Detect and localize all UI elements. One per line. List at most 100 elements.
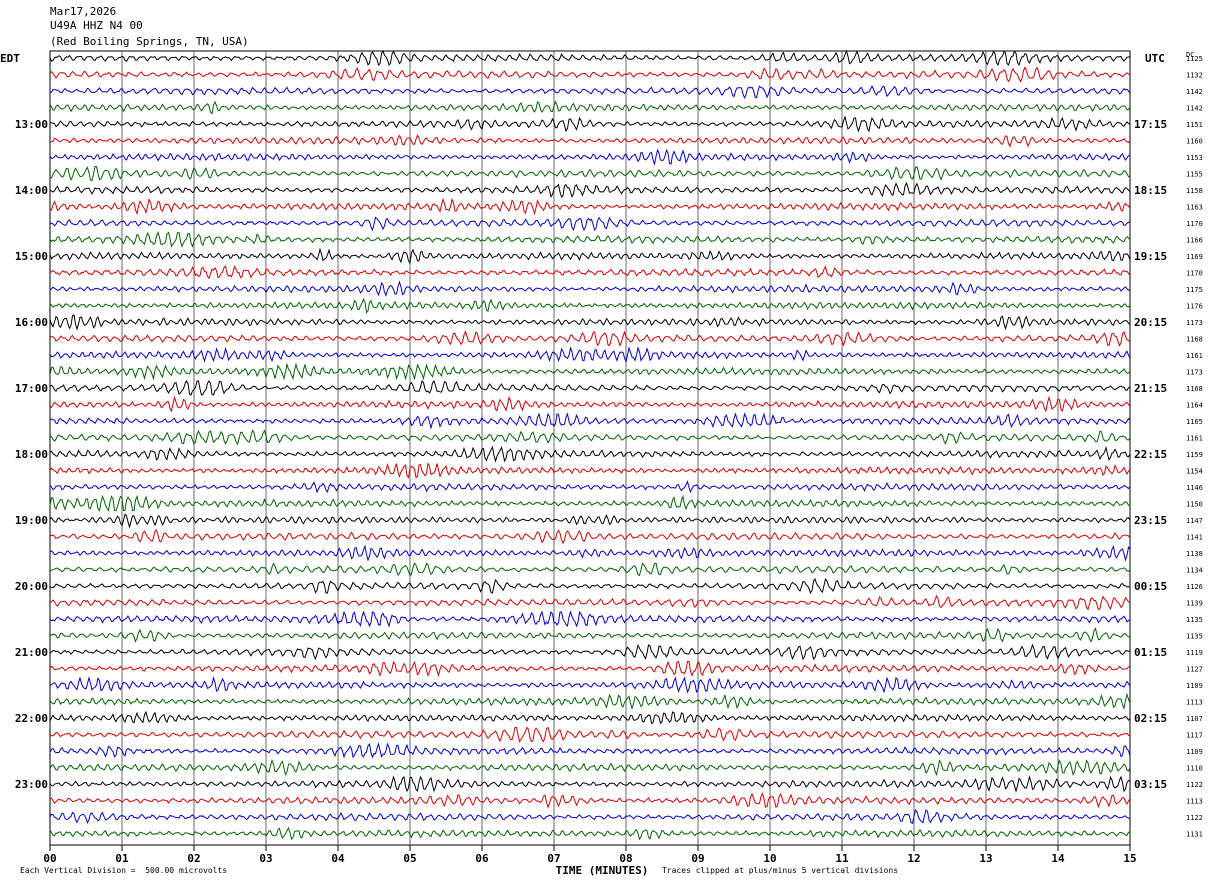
trace-row: [49, 429, 1131, 446]
left-timezone-label: EDT: [0, 52, 20, 65]
trace-row: [49, 231, 1131, 249]
trace-row: [49, 247, 1131, 265]
right-hour-label: 23:15: [1134, 514, 1167, 527]
x-tick-label: 04: [331, 852, 345, 865]
x-tick-label: 03: [259, 852, 272, 865]
trace-row: [49, 395, 1131, 413]
row-dc-value: 1142: [1186, 88, 1203, 96]
right-hour-label: 22:15: [1134, 448, 1167, 461]
x-tick-label: 11: [835, 852, 849, 865]
right-hour-label: 19:15: [1134, 250, 1167, 263]
right-timezone-label: UTC: [1145, 52, 1165, 65]
row-dc-value: 1131: [1186, 831, 1203, 839]
trace-row: [49, 346, 1131, 364]
trace-row: [49, 115, 1131, 133]
row-dc-value: 1168: [1186, 336, 1203, 344]
row-dc-value: 1151: [1186, 121, 1203, 129]
x-tick-label: 10: [763, 852, 776, 865]
row-dc-value: 1154: [1186, 468, 1203, 476]
row-dc-value: 1159: [1186, 451, 1203, 459]
trace-row: [49, 314, 1131, 331]
x-tick-label: 05: [403, 852, 416, 865]
right-hour-label: 00:15: [1134, 580, 1167, 593]
trace-row: [49, 362, 1131, 381]
trace-row: [49, 710, 1131, 725]
trace-row: [49, 494, 1131, 512]
row-dc-value: 1109: [1186, 682, 1203, 690]
x-tick-label: 09: [691, 852, 704, 865]
row-dc-value: 1170: [1186, 220, 1203, 228]
trace-row: [49, 412, 1131, 430]
row-dc-value: 1170: [1186, 270, 1203, 278]
x-axis-label: TIME (MINUTES): [556, 864, 649, 877]
trace-row: [49, 216, 1131, 232]
trace-row: [49, 528, 1131, 545]
trace-row: [49, 660, 1131, 678]
row-dc-value: 1122: [1186, 781, 1203, 789]
row-dc-value: 1119: [1186, 649, 1203, 657]
trace-row: [49, 544, 1131, 562]
left-hour-label: 14:00: [15, 184, 48, 197]
trace-row: [49, 280, 1131, 297]
x-tick-label: 08: [619, 852, 632, 865]
trace-row: [49, 265, 1131, 280]
x-tick-label: 01: [115, 852, 129, 865]
row-dc-value: 1176: [1186, 303, 1203, 311]
row-dc-value: 1135: [1186, 633, 1203, 641]
row-dc-value: 1163: [1186, 204, 1203, 212]
x-tick-label: 12: [907, 852, 920, 865]
trace-row: [49, 758, 1131, 777]
x-tick-label: 00: [43, 852, 56, 865]
x-tick-label: 02: [187, 852, 200, 865]
right-hour-label: 18:15: [1134, 184, 1167, 197]
trace-row: [49, 148, 1131, 166]
row-dc-value: 1125: [1186, 55, 1203, 63]
row-dc-value: 1165: [1186, 418, 1203, 426]
trace-row: [49, 165, 1131, 182]
left-hour-label: 15:00: [15, 250, 48, 263]
left-hour-label: 20:00: [15, 580, 48, 593]
row-dc-value: 1161: [1186, 352, 1203, 360]
row-dc-value: 1113: [1186, 699, 1203, 707]
row-dc-value: 1109: [1186, 748, 1203, 756]
row-dc-value: 1168: [1186, 385, 1203, 393]
row-dc-value: 1161: [1186, 435, 1203, 443]
trace-row: [49, 66, 1131, 83]
trace-row: [49, 808, 1131, 825]
row-dc-value: 1141: [1186, 534, 1203, 542]
row-dc-value: 1117: [1186, 732, 1203, 740]
row-dc-value: 1153: [1186, 154, 1203, 162]
clip-note: Traces clipped at plus/minus 5 vertical …: [662, 866, 899, 875]
row-dc-value: 1173: [1186, 319, 1203, 327]
trace-row: [49, 445, 1131, 463]
row-dc-value: 1132: [1186, 72, 1203, 80]
row-dc-value: 1146: [1186, 484, 1203, 492]
header-location: (Red Boiling Springs, TN, USA): [50, 35, 249, 48]
header-station: U49A HHZ N4 00: [50, 19, 143, 32]
trace-row: [49, 297, 1131, 314]
left-hour-label: 23:00: [15, 778, 48, 791]
row-dc-value: 1127: [1186, 666, 1203, 674]
left-hour-label: 21:00: [15, 646, 48, 659]
trace-row: [49, 610, 1131, 628]
x-tick-label: 07: [547, 852, 560, 865]
trace-row: [49, 513, 1131, 529]
row-dc-value: 1135: [1186, 616, 1203, 624]
row-dc-value: 1164: [1186, 402, 1203, 410]
plot-frame: [49, 50, 1131, 846]
dc-label: DC: [1186, 51, 1194, 59]
row-dc-value: 1173: [1186, 369, 1203, 377]
trace-row: [49, 480, 1131, 494]
row-dc-value: 1142: [1186, 105, 1203, 113]
x-tick-label: 14: [1051, 852, 1065, 865]
trace-row: [49, 594, 1131, 611]
right-hour-label: 01:15: [1134, 646, 1167, 659]
scale-note: Each Vertical Division = 500.00 microvol…: [20, 866, 228, 875]
row-dc-value: 1138: [1186, 550, 1203, 558]
right-hour-label: 02:15: [1134, 712, 1167, 725]
trace-row: [49, 330, 1131, 347]
left-hour-label: 22:00: [15, 712, 48, 725]
row-dc-value: 1139: [1186, 600, 1203, 608]
x-tick-label: 06: [475, 852, 489, 865]
